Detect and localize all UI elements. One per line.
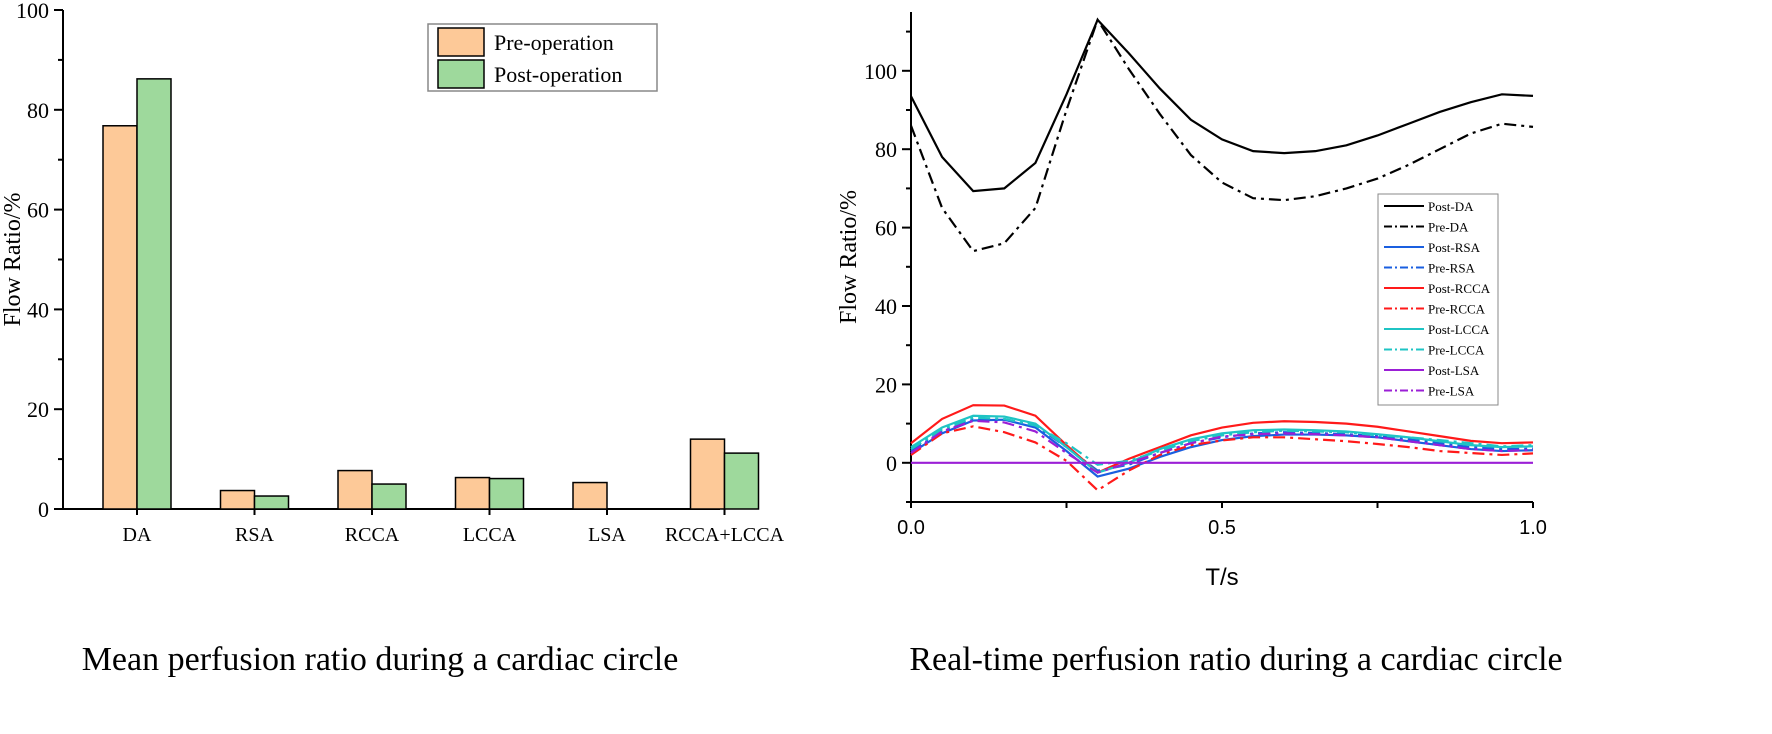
legend-label: Post-operation bbox=[494, 62, 622, 87]
legend-label: Post-LCCA bbox=[1428, 322, 1490, 337]
y-tick-label: 100 bbox=[16, 0, 49, 23]
x-tick-label: RCCA+LCCA bbox=[665, 524, 785, 546]
y-tick-label: 20 bbox=[27, 397, 49, 422]
legend-label: Post-LSA bbox=[1428, 363, 1480, 378]
bar-post-operation-rsa bbox=[253, 495, 290, 510]
legend-label: Pre-LCCA bbox=[1428, 343, 1485, 358]
legend-swatch bbox=[437, 59, 485, 89]
bar-chart: 0 20 40 60 80 100 Flow Ratio/% DA RSA RCCA LCCA LSA… bbox=[0, 0, 785, 546]
bar-pre-operation-rsa bbox=[219, 489, 256, 510]
line-chart: 0 20 40 60 80 100 0.0 0.5 1.0 T/s Flow Ratio/% Post… bbox=[836, 12, 1547, 591]
legend-label: Pre-RCCA bbox=[1428, 302, 1486, 317]
series-line-pre-da bbox=[909, 17, 1534, 253]
series-line-pre-lcca bbox=[910, 416, 1534, 466]
y-axis-label: Flow Ratio/% bbox=[836, 190, 862, 324]
y-axis-label: Flow Ratio/% bbox=[0, 192, 26, 326]
y-tick-label: 80 bbox=[875, 137, 897, 162]
legend-label: Pre-DA bbox=[1428, 220, 1469, 235]
y-tick-label: 40 bbox=[27, 297, 49, 322]
legend-label: Pre-operation bbox=[494, 30, 614, 55]
x-tick-label: 0.5 bbox=[1208, 517, 1236, 539]
bar-post-operation-rcca+lcca bbox=[723, 452, 760, 510]
legend-swatch bbox=[437, 27, 485, 57]
x-tick-label: RSA bbox=[235, 524, 274, 546]
y-tick-label: 100 bbox=[864, 59, 897, 84]
x-tick-label: DA bbox=[123, 524, 152, 546]
y-tick-label: 0 bbox=[886, 451, 897, 476]
bar-post-operation-lcca bbox=[488, 477, 525, 510]
bar-pre-operation-rcca bbox=[337, 469, 373, 510]
series-line-post-rcca bbox=[910, 404, 1534, 474]
y-tick-label: 20 bbox=[875, 372, 897, 397]
y-tick-label: 80 bbox=[27, 98, 49, 123]
bar-post-operation-rcca bbox=[371, 483, 407, 510]
bar-pre-operation-rcca+lcca bbox=[689, 438, 726, 510]
bar-post-operation-da bbox=[136, 78, 172, 510]
legend-label: Post-DA bbox=[1428, 199, 1474, 214]
x-tick-label: LSA bbox=[588, 524, 626, 546]
y-tick-label: 0 bbox=[38, 497, 49, 522]
x-tick-label: 1.0 bbox=[1519, 517, 1547, 539]
legend-label: Pre-LSA bbox=[1428, 384, 1475, 399]
x-tick-label: 0.0 bbox=[897, 517, 925, 539]
x-axis-label: T/s bbox=[1205, 564, 1238, 591]
x-tick-label: LCCA bbox=[463, 524, 517, 546]
bar-pre-operation-da bbox=[102, 125, 138, 510]
bar-pre-operation-lsa bbox=[572, 481, 608, 510]
legend-label: Post-RSA bbox=[1428, 240, 1481, 255]
y-tick-label: 60 bbox=[27, 198, 49, 223]
bar-chart-title: Mean perfusion ratio during a cardiac ci… bbox=[82, 641, 679, 678]
y-tick-label: 40 bbox=[875, 294, 897, 319]
legend: Post-DA Pre-DA Post-RSA Pre-RSA Post-RCCA Pre… bbox=[1377, 193, 1499, 406]
series-line-post-da bbox=[910, 17, 1534, 193]
legend-label: Pre-RSA bbox=[1428, 261, 1476, 276]
series-line-pre-rcca bbox=[910, 425, 1534, 492]
line-chart-title: Real-time perfusion ratio during a cardi… bbox=[909, 641, 1562, 678]
bar-pre-operation-lcca bbox=[454, 476, 491, 510]
legend-label: Post-RCCA bbox=[1428, 281, 1491, 296]
x-tick-label: RCCA bbox=[345, 524, 400, 546]
y-tick-label: 60 bbox=[875, 216, 897, 241]
legend: Pre-operation Post-operation bbox=[427, 23, 658, 92]
